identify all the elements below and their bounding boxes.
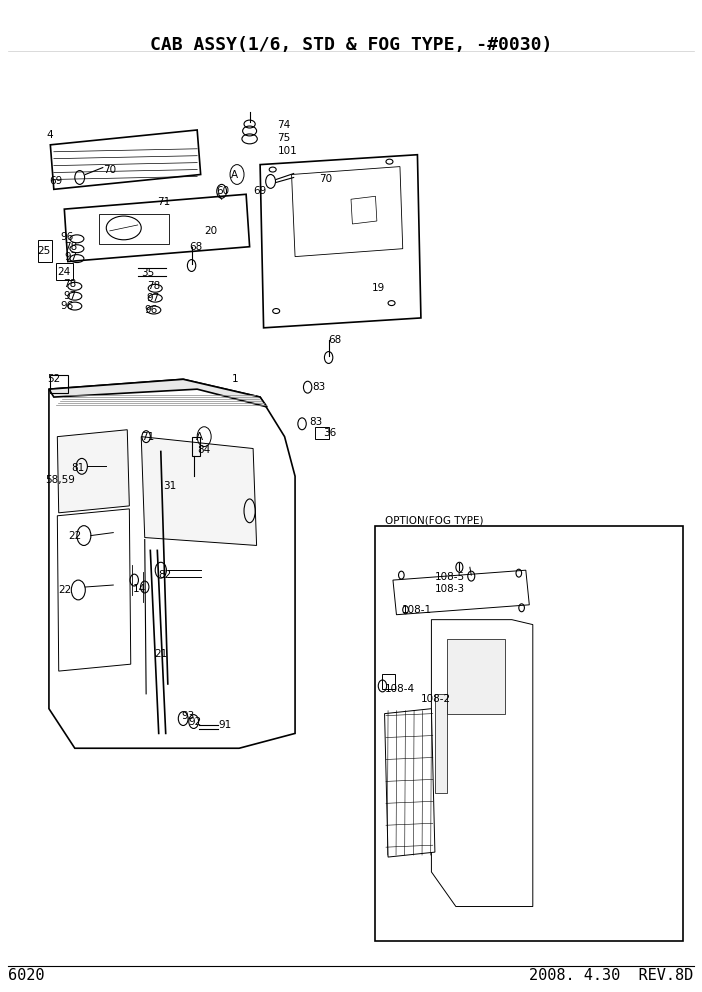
Text: OPTION(FOG TYPE): OPTION(FOG TYPE) [385, 516, 483, 526]
Text: 96: 96 [145, 305, 158, 315]
Text: 82: 82 [159, 570, 172, 580]
Text: 19: 19 [372, 284, 385, 294]
Text: 75: 75 [277, 133, 291, 143]
Text: 71: 71 [157, 197, 170, 207]
Text: 68: 68 [329, 334, 342, 344]
Bar [383, 674, 395, 688]
Text: 97: 97 [63, 292, 77, 302]
Text: 97: 97 [65, 252, 77, 262]
Bar [38, 240, 52, 262]
Text: 69: 69 [253, 186, 266, 196]
Polygon shape [58, 430, 129, 513]
Polygon shape [432, 620, 533, 907]
Bar [376, 526, 683, 941]
Text: 81: 81 [72, 463, 84, 473]
Polygon shape [435, 693, 447, 793]
Text: 4: 4 [47, 130, 53, 140]
Text: 70: 70 [102, 165, 116, 175]
Polygon shape [141, 436, 257, 546]
Text: 108-4: 108-4 [385, 683, 415, 693]
Text: 108-3: 108-3 [435, 584, 465, 594]
Text: 25: 25 [38, 246, 51, 256]
Text: A: A [196, 432, 203, 441]
Bar [51, 375, 68, 393]
Text: 70: 70 [319, 175, 333, 185]
Text: 68: 68 [189, 242, 202, 252]
Text: 74: 74 [277, 120, 291, 130]
Polygon shape [393, 570, 529, 615]
Polygon shape [49, 379, 295, 748]
Text: 2008. 4.30  REV.8D: 2008. 4.30 REV.8D [529, 968, 694, 983]
Text: 92: 92 [189, 716, 202, 726]
Text: 60: 60 [217, 186, 230, 196]
Text: 58,59: 58,59 [46, 475, 75, 485]
Bar [192, 436, 200, 456]
Text: 91: 91 [218, 720, 232, 730]
Text: 14: 14 [133, 584, 146, 594]
Text: 108-2: 108-2 [421, 693, 451, 703]
Text: A: A [231, 170, 238, 180]
Text: 93: 93 [182, 710, 195, 720]
Text: 31: 31 [164, 481, 177, 491]
Text: 78: 78 [65, 242, 77, 252]
Polygon shape [65, 194, 250, 262]
Text: 83: 83 [312, 382, 326, 392]
Text: 83: 83 [309, 417, 322, 427]
Text: 24: 24 [58, 268, 71, 278]
Text: 20: 20 [204, 226, 218, 236]
Text: 108-1: 108-1 [402, 605, 432, 615]
Text: 1: 1 [232, 374, 239, 384]
Bar [56, 263, 74, 281]
Text: 97: 97 [147, 294, 160, 304]
Text: 78: 78 [63, 280, 77, 290]
Bar [314, 427, 329, 438]
Polygon shape [260, 155, 421, 327]
Text: 96: 96 [61, 232, 74, 242]
Text: 101: 101 [277, 146, 298, 156]
Text: 36: 36 [323, 428, 336, 437]
Text: CAB ASSY(1/6, STD & FOG TYPE, -#0030): CAB ASSY(1/6, STD & FOG TYPE, -#0030) [150, 36, 552, 54]
Text: 52: 52 [47, 374, 60, 384]
Text: 21: 21 [154, 650, 167, 660]
Polygon shape [51, 130, 201, 189]
Text: 22: 22 [68, 531, 81, 541]
Text: 78: 78 [147, 282, 160, 292]
Text: 69: 69 [49, 177, 62, 186]
Polygon shape [49, 379, 267, 407]
Bar [99, 214, 169, 244]
Polygon shape [385, 708, 435, 857]
Text: 71: 71 [141, 432, 154, 441]
Polygon shape [447, 640, 505, 713]
Text: 22: 22 [59, 585, 72, 595]
Text: 35: 35 [141, 269, 154, 279]
Text: 6020: 6020 [8, 968, 45, 983]
Text: 96: 96 [61, 301, 74, 311]
Text: 108-5: 108-5 [435, 572, 465, 582]
Text: 84: 84 [197, 444, 211, 454]
